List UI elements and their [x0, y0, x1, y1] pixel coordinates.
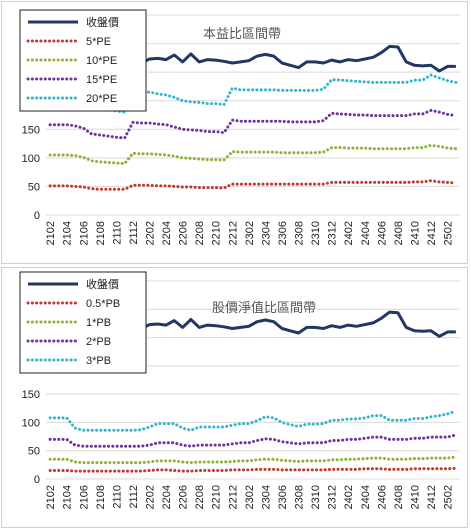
x-tick-label: 2106 [78, 485, 90, 509]
legend-label: 15*PE [86, 74, 117, 86]
legend-label: 10*PE [86, 55, 117, 67]
series-line-2 [48, 143, 458, 166]
legend-label: 1*PB [86, 317, 111, 329]
legend-label: 20*PE [86, 93, 117, 105]
x-tick-label: 2210 [211, 485, 223, 509]
series-line-4 [48, 409, 458, 432]
x-tick-label: 2108 [95, 221, 107, 245]
legend-label: 5*PE [86, 36, 111, 48]
x-tick-label: 2312 [327, 485, 339, 509]
legend-label: 3*PB [86, 355, 111, 367]
x-tick-label: 2110 [111, 221, 123, 245]
x-tick-label: 2206 [178, 221, 190, 245]
x-tick-label: 2306 [277, 485, 289, 509]
x-tick-label: 2402 [343, 485, 355, 509]
x-tick-label: 2104 [62, 221, 74, 245]
series-line-1 [48, 466, 458, 473]
x-tick-label: 2304 [260, 485, 272, 509]
x-tick-label: 2302 [244, 221, 256, 245]
y-tick-label: 50 [28, 181, 40, 193]
series-line-3 [48, 108, 458, 140]
chart-title: 本益比區間帶 [203, 26, 281, 41]
pb-band-chart: 0501001502002503003502102210421062108211… [19, 271, 460, 509]
x-tick-label: 2112 [128, 221, 140, 245]
x-tick-label: 2208 [194, 485, 206, 509]
x-tick-label: 2312 [327, 221, 339, 245]
x-tick-label: 2212 [227, 221, 239, 245]
series-line-2 [48, 455, 458, 465]
x-tick-label: 2410 [409, 221, 421, 245]
x-tick-label: 2106 [78, 221, 90, 245]
x-tick-label: 2104 [62, 485, 74, 509]
x-tick-label: 2308 [294, 221, 306, 245]
x-tick-label: 2412 [426, 221, 438, 245]
x-tick-label: 2406 [376, 485, 388, 509]
series-line-3 [48, 433, 458, 448]
x-tick-label: 2412 [426, 485, 438, 509]
legend-box [19, 271, 147, 374]
x-tick-label: 2402 [343, 221, 355, 245]
x-tick-label: 2404 [360, 485, 372, 509]
y-tick-label: 150 [22, 124, 40, 136]
legend-label: 2*PB [86, 336, 111, 348]
x-tick-label: 2204 [161, 221, 173, 245]
x-tick-label: 2208 [194, 221, 206, 245]
y-tick-label: 0 [34, 474, 40, 486]
x-tick-label: 2406 [376, 221, 388, 245]
x-tick-label: 2204 [161, 485, 173, 509]
y-tick-label: 100 [22, 417, 40, 429]
chart-title: 股價淨值比區間帶 [212, 300, 316, 315]
x-tick-label: 2206 [178, 485, 190, 509]
y-tick-label: 150 [22, 389, 40, 401]
x-tick-label: 2410 [409, 485, 421, 509]
x-tick-label: 2112 [128, 485, 140, 509]
legend: 收盤價 5*PE 10*PE 15*PE 20*PE [19, 9, 147, 112]
x-tick-label: 2310 [310, 485, 322, 509]
legend-box [19, 9, 147, 112]
x-tick-label: 2210 [211, 221, 223, 245]
legend-label: 0.5*PB [86, 298, 120, 310]
x-tick-label: 2404 [360, 221, 372, 245]
series-line-1 [48, 179, 458, 191]
pb-band-chart-panel: 0501001502002503003502102210421062108211… [1, 267, 468, 528]
x-tick-label: 2212 [227, 485, 239, 509]
x-tick-label: 2202 [145, 485, 157, 509]
y-tick-label: 0 [34, 210, 40, 222]
x-tick-label: 2102 [45, 221, 57, 245]
x-tick-label: 2306 [277, 221, 289, 245]
x-tick-label: 2102 [45, 485, 57, 509]
x-tick-label: 2408 [393, 221, 405, 245]
x-tick-label: 2202 [145, 221, 157, 245]
x-tick-label: 2502 [443, 221, 455, 245]
y-tick-label: 50 [28, 446, 40, 458]
x-tick-label: 2108 [95, 485, 107, 509]
y-tick-label: 100 [22, 153, 40, 165]
series-line-4 [48, 73, 458, 114]
legend-label: 收盤價 [86, 277, 119, 291]
x-tick-label: 2110 [111, 485, 123, 509]
pe-band-chart: 0501001502002503003502102210421062108211… [19, 9, 460, 245]
x-tick-label: 2308 [294, 485, 306, 509]
legend-label: 收盤價 [86, 15, 119, 29]
legend: 收盤價 0.5*PB 1*PB 2*PB 3*PB [19, 271, 147, 374]
x-tick-label: 2502 [443, 485, 455, 509]
x-tick-label: 2302 [244, 485, 256, 509]
pe-band-chart-panel: 0501001502002503003502102210421062108211… [1, 1, 468, 264]
x-tick-label: 2304 [260, 221, 272, 245]
x-tick-label: 2310 [310, 221, 322, 245]
x-tick-label: 2408 [393, 485, 405, 509]
